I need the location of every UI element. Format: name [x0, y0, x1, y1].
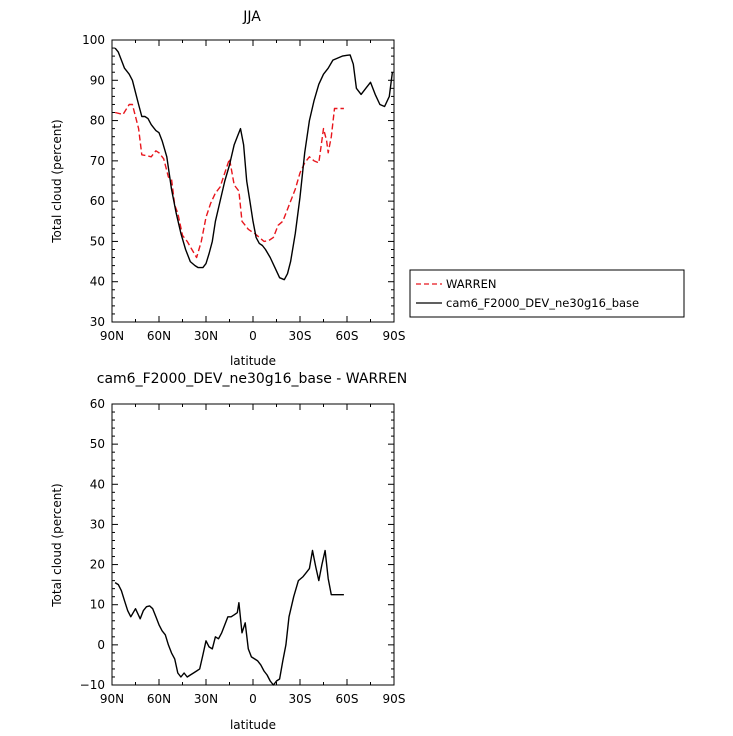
- y-tick-label: 40: [90, 275, 105, 289]
- y-tick-label: 10: [90, 598, 105, 612]
- x-tick-label: 30S: [289, 329, 312, 343]
- x-tick-label: 90N: [100, 692, 124, 706]
- x-tick-label: 60S: [336, 692, 359, 706]
- y-tick-label: 100: [82, 33, 105, 47]
- x-tick-label: 60N: [147, 329, 171, 343]
- top-plot-frame: [111, 39, 395, 323]
- x-tick-label: 30N: [194, 692, 218, 706]
- bottom-plot-frame: [111, 403, 395, 686]
- bottom-chart-title: cam6_F2000_DEV_ne30g16_base - WARREN: [97, 371, 407, 387]
- y-tick-label: 20: [90, 558, 105, 572]
- legend-label-warren: WARREN: [446, 277, 496, 291]
- y-tick-label: 80: [90, 114, 105, 128]
- top-panel: JJA 90N 60N 30N 0 30S 60S 90S 30 40 50 60 70 80 90 100…: [50, 9, 405, 368]
- top-y-axis-label: Total cloud (percent): [50, 119, 64, 243]
- bottom-series-lines: [114, 549, 344, 686]
- x-tick-label: 90S: [383, 329, 406, 343]
- bottom-panel: cam6_F2000_DEV_ne30g16_base - WARREN 90N…: [50, 371, 407, 732]
- x-tick-label: 60S: [336, 329, 359, 343]
- y-tick-label: 0: [97, 638, 105, 652]
- top-axis-ticks: [111, 39, 395, 323]
- legend-label-cam6: cam6_F2000_DEV_ne30g16_base: [446, 296, 639, 310]
- bottom-x-axis-label: latitude: [230, 718, 276, 732]
- bottom-axis-ticks: [111, 403, 395, 686]
- y-tick-label: 50: [90, 437, 105, 451]
- top-tick-labels: 90N 60N 30N 0 30S 60S 90S 30 40 50 60 70 80 90 100: [82, 33, 405, 343]
- x-tick-label: 90N: [100, 329, 124, 343]
- x-tick-label: 0: [249, 329, 257, 343]
- x-tick-label: 30S: [289, 692, 312, 706]
- x-tick-label: 90S: [383, 692, 406, 706]
- series-line-diff-0: [114, 549, 344, 686]
- legend-box: [409, 269, 685, 318]
- y-tick-label: 70: [90, 154, 105, 168]
- y-tick-label: 60: [90, 194, 105, 208]
- top-series-lines: [114, 47, 394, 281]
- y-tick-label: 30: [90, 315, 105, 329]
- series-line-warren: [114, 103, 344, 259]
- bottom-tick-labels: 90N 60N 30N 0 30S 60S 90S −10 0 10 20 30 40 50 60: [80, 397, 406, 706]
- y-tick-label: 50: [90, 234, 105, 248]
- x-tick-label: 60N: [147, 692, 171, 706]
- top-chart-title: JJA: [242, 9, 261, 25]
- top-x-axis-label: latitude: [230, 354, 276, 368]
- y-tick-label: 60: [90, 397, 105, 411]
- x-tick-label: 0: [249, 692, 257, 706]
- series-line-cam6-f2000-dev-ne30g16-base: [114, 47, 394, 281]
- y-tick-label: −10: [80, 678, 105, 692]
- x-tick-label: 30N: [194, 329, 218, 343]
- y-tick-label: 40: [90, 477, 105, 491]
- legend: WARREN cam6_F2000_DEV_ne30g16_base: [409, 269, 685, 318]
- y-tick-label: 30: [90, 517, 105, 531]
- bottom-y-axis-label: Total cloud (percent): [50, 483, 64, 607]
- y-tick-label: 90: [90, 73, 105, 87]
